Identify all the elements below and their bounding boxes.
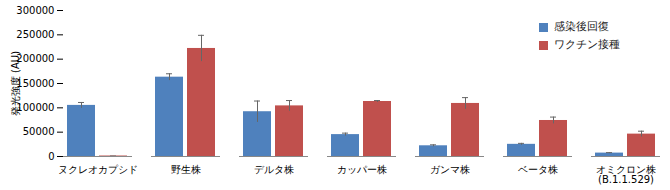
svg-text:0: 0 [48,151,54,162]
svg-text:100000: 100000 [16,102,54,113]
svg-text:ガンマ株: ガンマ株 [430,164,470,175]
svg-text:野生株: 野生株 [171,164,201,175]
svg-text:カッパー株: カッパー株 [337,164,387,175]
svg-text:ヌクレオカプシド: ヌクレオカプシド [58,164,138,175]
svg-text:200000: 200000 [16,53,54,64]
svg-text:50000: 50000 [23,126,55,137]
svg-text:オミクロン株(B.1.1.529): オミクロン株(B.1.1.529) [596,164,656,185]
svg-text:ベータ株: ベータ株 [518,164,558,175]
svg-text:300000: 300000 [16,5,54,16]
svg-text:発光強度 (AU): 発光強度 (AU) [10,51,21,116]
html-text:感染後回復: 感染後回復 [554,20,609,33]
svg-text:150000: 150000 [16,78,54,89]
svg-text:デルタ株: デルタ株 [254,164,294,175]
html-text:ワクチン接種: ワクチン接種 [554,38,620,51]
svg-text:250000: 250000 [16,29,54,40]
